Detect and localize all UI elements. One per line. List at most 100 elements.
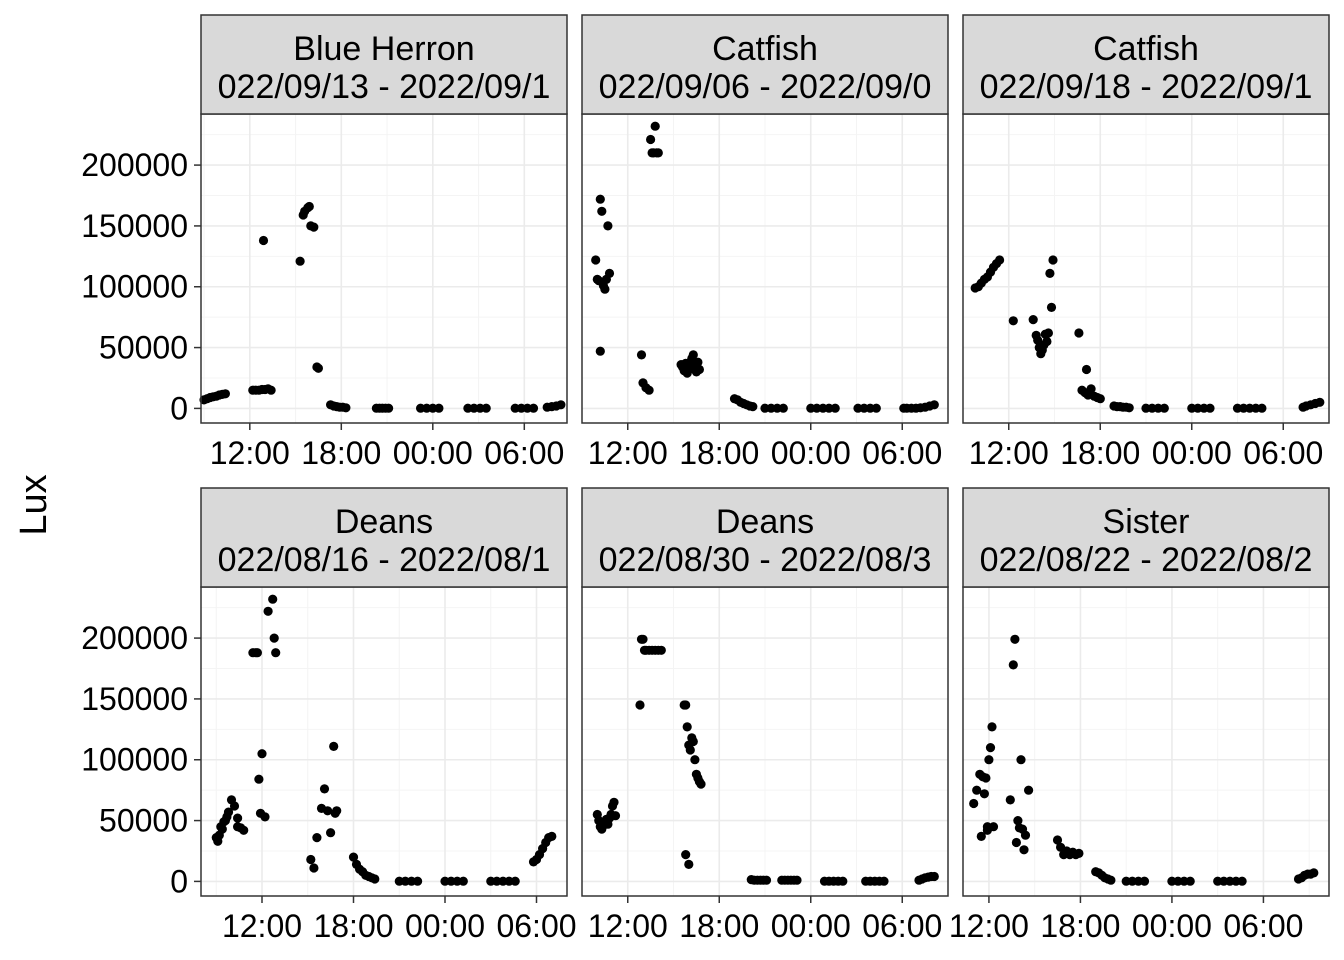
data-point — [481, 403, 491, 413]
data-point — [681, 700, 691, 710]
y-tick-label: 50000 — [99, 803, 188, 839]
data-point — [269, 633, 279, 643]
data-point — [510, 876, 520, 886]
data-point — [653, 148, 663, 158]
data-point — [1010, 634, 1020, 644]
data-point — [985, 743, 996, 753]
y-tick-label: 50000 — [99, 330, 188, 366]
data-point — [976, 831, 986, 842]
y-tick-label: 200000 — [81, 147, 188, 183]
data-point — [748, 402, 758, 412]
data-point — [528, 403, 539, 413]
data-point — [1205, 403, 1215, 413]
data-point — [266, 385, 276, 395]
data-point — [694, 364, 705, 375]
data-point — [306, 854, 316, 865]
y-tick-label: 200000 — [81, 620, 188, 656]
data-point — [329, 741, 339, 752]
data-point — [591, 255, 601, 265]
data-point — [326, 828, 336, 838]
data-point — [556, 400, 566, 410]
data-point — [1106, 875, 1116, 885]
data-point — [323, 806, 333, 816]
y-tick-label: 100000 — [81, 742, 188, 778]
facet-title-line2: 022/08/30 - 2022/08/3 — [599, 541, 932, 579]
facet-title-line1: Catfish — [1093, 30, 1199, 68]
data-point — [309, 863, 319, 873]
data-point — [1095, 394, 1105, 404]
data-point — [693, 357, 703, 367]
data-point — [233, 822, 243, 832]
data-point — [434, 403, 444, 413]
data-point — [1315, 397, 1325, 407]
data-point — [313, 363, 323, 373]
facet-strip — [200, 487, 568, 588]
x-tick-label: 12:00 — [949, 908, 1029, 944]
data-point — [332, 806, 342, 816]
data-point — [635, 700, 645, 710]
data-point — [1309, 868, 1319, 878]
data-point — [1042, 336, 1052, 347]
facet-strip — [581, 14, 949, 115]
data-point — [981, 773, 991, 783]
x-tick-label: 12:00 — [222, 908, 302, 944]
data-point — [688, 736, 698, 747]
data-point — [830, 403, 840, 413]
data-point — [1028, 315, 1038, 325]
data-point — [1081, 364, 1092, 375]
y-tick-label: 150000 — [81, 208, 188, 244]
facet-title-line1: Deans — [716, 503, 814, 541]
data-point — [1011, 837, 1022, 848]
data-point — [370, 874, 380, 884]
data-point — [1159, 403, 1169, 413]
data-point — [646, 134, 656, 145]
facet-strip — [200, 14, 568, 115]
x-tick-label: 18:00 — [313, 908, 393, 944]
x-tick-label: 18:00 — [1060, 435, 1140, 471]
x-tick-label: 00:00 — [771, 908, 851, 944]
data-point — [792, 875, 802, 885]
data-point — [972, 785, 982, 795]
data-point — [682, 722, 692, 732]
data-point — [929, 400, 939, 410]
y-tick-label: 0 — [170, 863, 188, 899]
data-point — [1048, 255, 1058, 265]
data-point — [1016, 755, 1026, 765]
facet-strip — [962, 14, 1330, 115]
x-tick-label: 00:00 — [405, 908, 485, 944]
data-point — [656, 645, 666, 655]
facet-title-line1: Catfish — [712, 30, 818, 68]
data-point — [413, 876, 423, 886]
data-point — [1052, 835, 1063, 845]
data-point — [879, 876, 889, 886]
data-point — [1013, 816, 1023, 826]
data-point — [341, 403, 351, 413]
data-point — [984, 755, 994, 765]
x-tick-label: 06:00 — [862, 908, 942, 944]
data-point — [233, 813, 243, 823]
facet-title-line2: 022/08/22 - 2022/08/2 — [980, 541, 1313, 579]
y-tick-label: 0 — [170, 390, 188, 426]
data-point — [223, 807, 234, 817]
x-tick-label: 12:00 — [969, 435, 1049, 471]
data-point — [603, 221, 613, 231]
data-point — [384, 403, 394, 413]
data-point — [257, 749, 267, 759]
data-point — [638, 634, 648, 644]
data-point — [1139, 876, 1150, 886]
plot-background — [963, 587, 1329, 896]
data-point — [309, 222, 319, 232]
data-point — [1086, 384, 1096, 394]
data-point — [761, 875, 772, 885]
data-point — [217, 824, 227, 834]
data-point — [685, 745, 695, 755]
data-point — [229, 801, 240, 811]
data-point — [690, 755, 700, 765]
data-point — [547, 831, 557, 842]
x-tick-label: 18:00 — [679, 908, 759, 944]
data-point — [871, 403, 881, 413]
